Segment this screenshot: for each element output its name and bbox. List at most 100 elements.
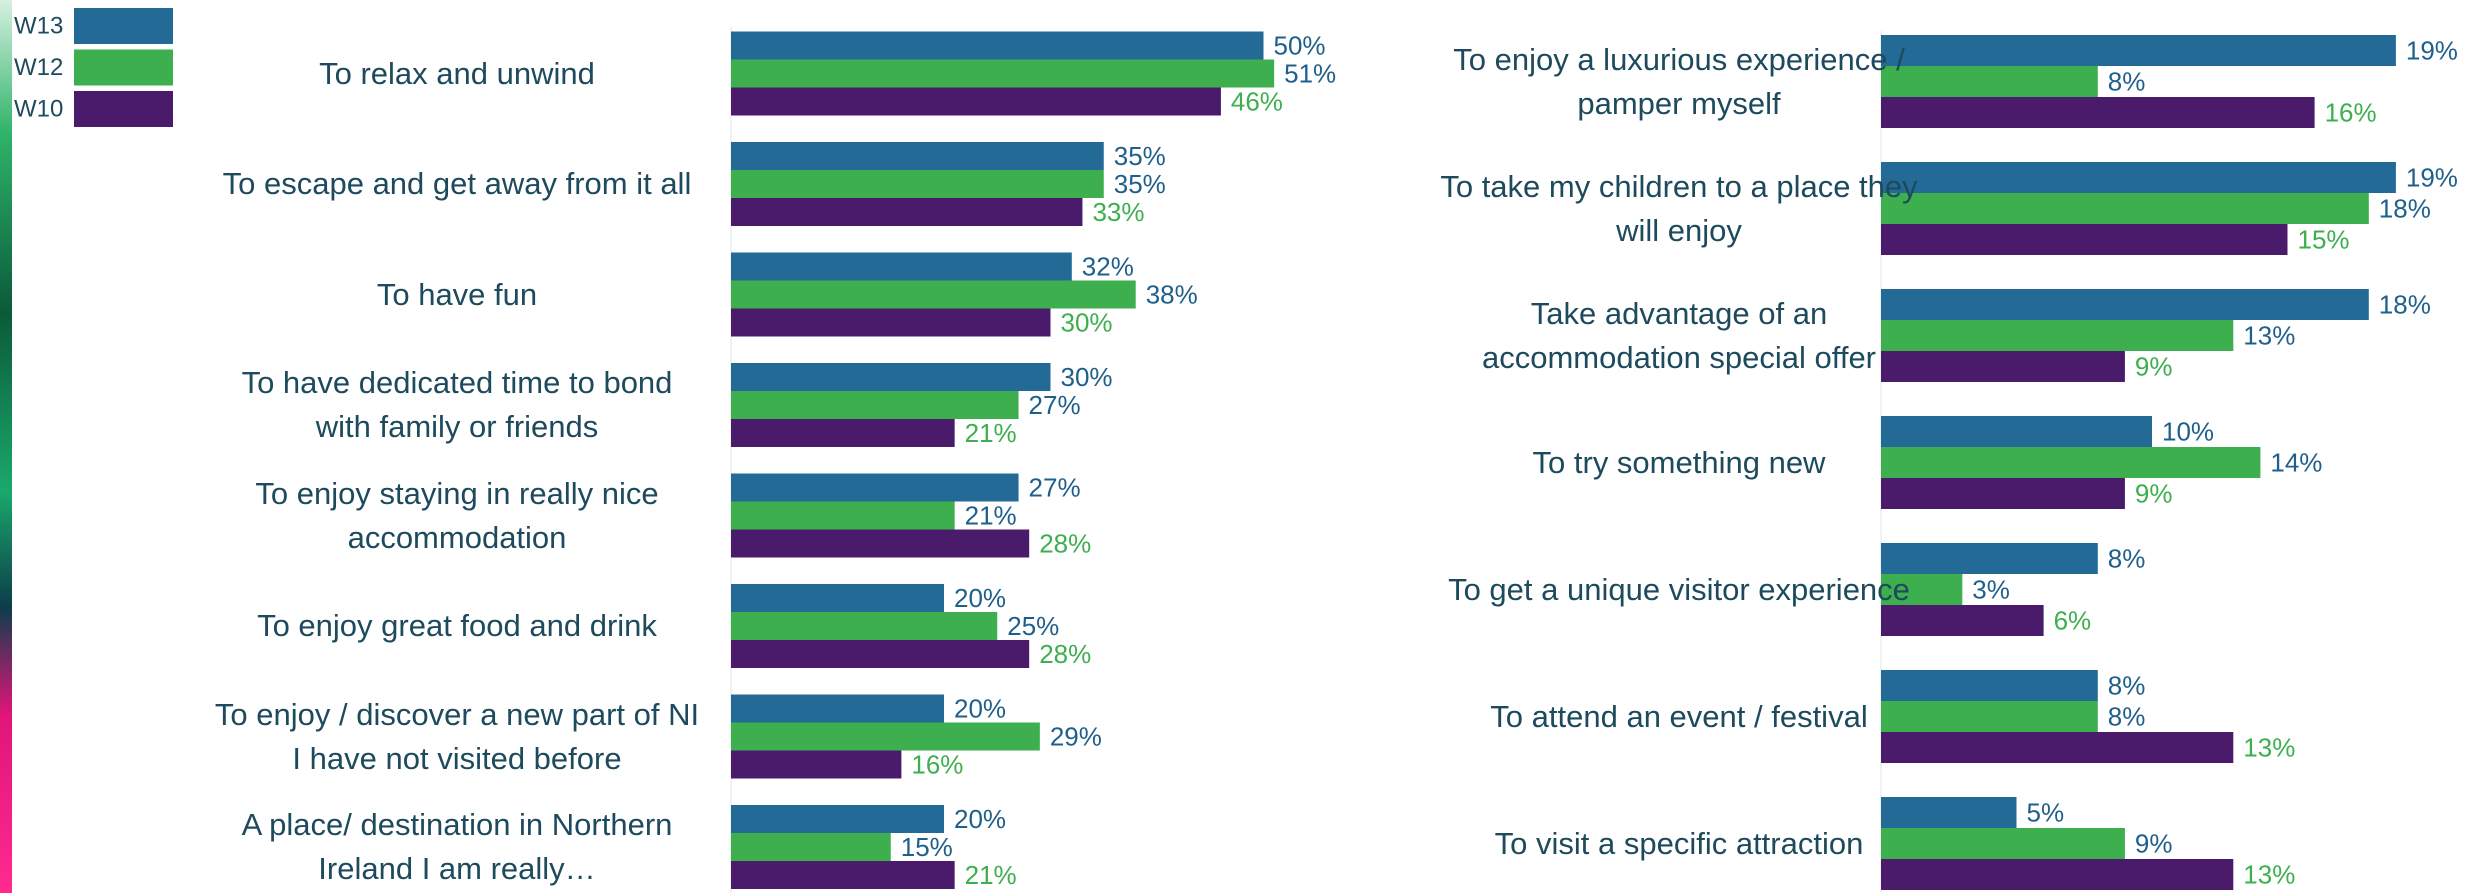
bar (1881, 351, 2125, 382)
category-label: To enjoy staying in really nice accommod… (255, 475, 659, 555)
value-label: 15% (2298, 224, 2350, 254)
value-label: 8% (2108, 543, 2146, 573)
value-label: 30% (1061, 362, 1113, 392)
value-label: 35% (1114, 141, 1166, 171)
bar (731, 861, 955, 889)
legend-swatch (74, 8, 173, 44)
bar (731, 198, 1083, 226)
bar (731, 833, 891, 861)
value-label: 20% (954, 804, 1006, 834)
value-label: 18% (2379, 289, 2431, 319)
bar (1881, 859, 2234, 890)
value-label: 13% (2243, 859, 2295, 889)
value-label: 9% (2135, 351, 2173, 381)
bar (731, 419, 955, 447)
category-label: To enjoy a luxurious experience / pamper… (1453, 41, 1905, 121)
value-label: 15% (901, 832, 953, 862)
value-label: 16% (2325, 97, 2377, 127)
value-label: 27% (1029, 472, 1081, 502)
bar (1881, 224, 2288, 255)
value-label: 13% (2243, 320, 2295, 350)
value-label: 46% (1231, 86, 1283, 116)
value-label: 8% (2108, 701, 2146, 731)
bar (731, 584, 944, 612)
legend-label: W10 (14, 95, 63, 122)
category-label: To get a unique visitor experience (1448, 571, 1910, 607)
value-label: 16% (911, 749, 963, 779)
bar (731, 529, 1030, 558)
value-label: 35% (1114, 169, 1166, 199)
value-label: 18% (2379, 193, 2431, 223)
bar (1881, 320, 2234, 351)
bar (731, 694, 944, 723)
value-label: 27% (1029, 390, 1081, 420)
category-label: To attend an event / festival (1490, 698, 1868, 734)
bar (1881, 828, 2125, 859)
bar (731, 473, 1019, 502)
bar (1881, 162, 2396, 193)
bar (1881, 543, 2098, 574)
value-label: 21% (965, 418, 1017, 448)
value-label: 28% (1039, 528, 1091, 558)
bar (731, 170, 1104, 198)
value-label: 19% (2406, 35, 2458, 65)
value-label: 29% (1050, 721, 1102, 751)
value-label: 28% (1039, 639, 1091, 669)
value-label: 25% (1007, 611, 1059, 641)
bar (731, 142, 1104, 170)
legend-swatch (74, 49, 173, 86)
bar (1881, 193, 2369, 224)
value-label: 9% (2135, 828, 2173, 858)
legend-label: W12 (14, 54, 63, 81)
bar (1881, 732, 2234, 763)
bar (731, 280, 1136, 309)
bar (1881, 289, 2369, 320)
bar (1881, 66, 2098, 97)
bar (1881, 797, 2017, 828)
value-label: 19% (2406, 162, 2458, 192)
category-label: To enjoy / discover a new part of NI I h… (214, 696, 700, 776)
category-label: To try something new (1532, 444, 1826, 480)
value-label: 33% (1092, 197, 1144, 227)
bar (731, 252, 1072, 281)
bar (731, 501, 955, 530)
value-label: 8% (2108, 670, 2146, 700)
category-label: To take my children to a place they will… (1440, 168, 1918, 248)
value-label: 21% (965, 860, 1017, 890)
category-label: To relax and unwind (319, 55, 595, 91)
bar (731, 640, 1030, 668)
bar (1881, 478, 2125, 509)
value-label: 3% (1972, 574, 2010, 604)
value-label: 5% (2027, 797, 2065, 827)
category-label: To have dedicated time to bond with fami… (241, 365, 673, 444)
bar (731, 750, 902, 779)
category-label: To visit a specific attraction (1494, 825, 1864, 861)
bar (1881, 574, 1963, 605)
bar (731, 612, 998, 640)
legend-swatch (74, 91, 173, 127)
value-label: 10% (2162, 416, 2214, 446)
value-label: 38% (1146, 279, 1198, 309)
value-label: 51% (1284, 58, 1336, 88)
value-label: 20% (954, 583, 1006, 613)
value-label: 9% (2135, 478, 2173, 508)
value-label: 8% (2108, 66, 2146, 96)
category-label: To escape and get away from it all (222, 166, 692, 201)
bar (731, 87, 1221, 116)
bar (1881, 35, 2396, 66)
bar (731, 805, 944, 833)
value-label: 14% (2270, 447, 2322, 477)
legend-label: W13 (14, 12, 63, 39)
bar (1881, 97, 2315, 128)
value-label: 6% (2054, 605, 2092, 635)
bar (1881, 447, 2261, 478)
value-label: 32% (1082, 251, 1134, 281)
bar (1881, 670, 2098, 701)
bar (1881, 416, 2152, 447)
bar (731, 59, 1275, 88)
bar (731, 308, 1051, 337)
category-label: Take advantage of an accommodation speci… (1481, 295, 1877, 375)
category-label: To enjoy great food and drink (257, 608, 657, 643)
